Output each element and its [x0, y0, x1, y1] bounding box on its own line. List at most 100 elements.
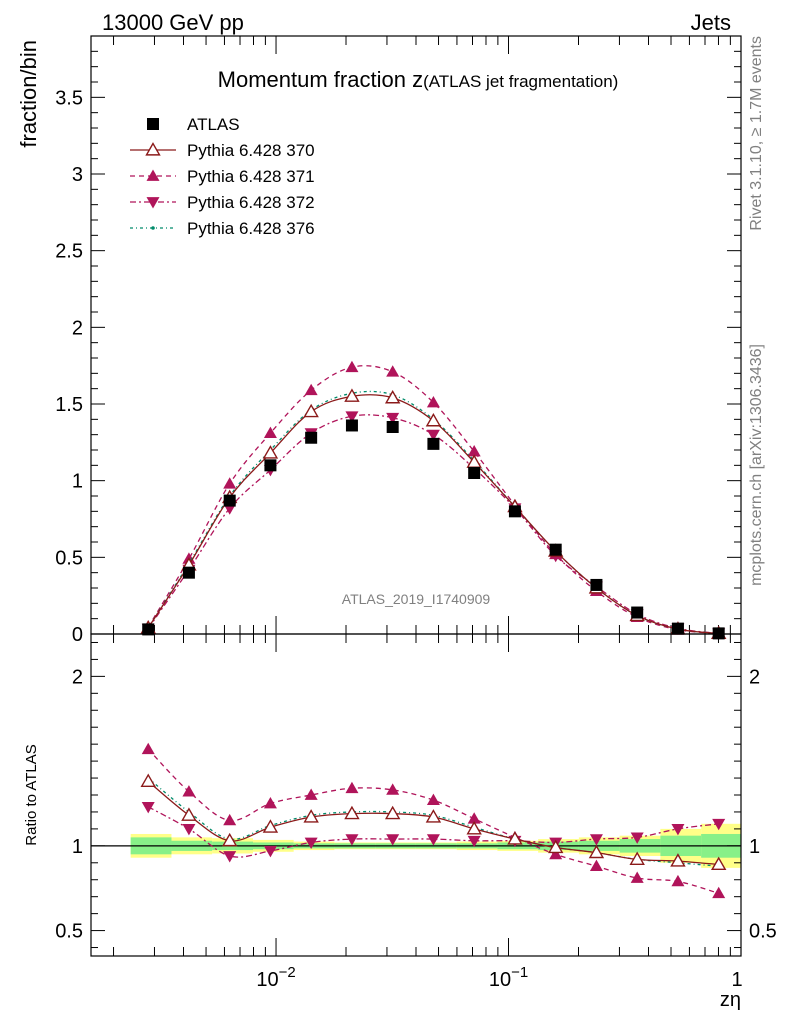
legend-label-p370: Pythia 6.428 370: [187, 141, 315, 160]
series-point-p370: [262, 445, 279, 459]
legend-marker-p376: [151, 226, 155, 230]
ratio-point-p372: [141, 801, 155, 814]
ratio-point-p370: [181, 807, 197, 821]
ratio-point-p370: [384, 805, 401, 820]
series-point-p370: [344, 388, 360, 402]
ratio-point-p372: [386, 834, 400, 846]
atlas-data-point: [671, 622, 684, 635]
legend-marker-p371: [146, 169, 160, 181]
ratio-y-tick-label: 2: [72, 666, 83, 688]
x-tick-label: 10−2: [256, 964, 295, 991]
chart-title-variable: z: [412, 67, 423, 92]
series-point-p371: [386, 365, 400, 377]
ratio-point-p370: [629, 851, 645, 865]
legend-marker-atlas: [147, 118, 159, 130]
main-y-tick-label: 3: [72, 164, 83, 186]
ratio-point-p371: [223, 813, 237, 826]
ratio-uncertainty-bands: [91, 823, 741, 868]
legend-label-atlas: ATLAS: [187, 115, 240, 134]
ratio-point-p370: [303, 809, 319, 823]
ratio-point-p372: [467, 835, 481, 848]
ratio-ylabel: Ratio to ATLAS: [23, 744, 40, 845]
ratio-point-p372: [589, 834, 603, 846]
atlas-data-point: [386, 421, 399, 433]
ratio-x-axis: 10−2 10−1 1: [113, 634, 743, 991]
ratio-y-tick-label-right: 1: [749, 836, 760, 858]
atlas-data-point: [142, 623, 155, 636]
x-axis-label: zη: [720, 989, 741, 1011]
main-ylabel: fraction/bin: [16, 40, 41, 148]
ratio-point-p371: [630, 871, 644, 883]
ratio-line-p372: [147, 806, 719, 858]
series-point-p372: [426, 429, 440, 442]
ratio-point-p370: [670, 853, 686, 867]
atlas-data-point: [508, 505, 521, 518]
ratio-point-p371: [671, 874, 685, 887]
main-y-tick-label: 2: [72, 317, 83, 339]
ratio-point-p371: [589, 859, 603, 872]
ratio-point-p372: [426, 834, 440, 846]
atlas-data-point: [590, 578, 603, 591]
main-y-tick-label: 2.5: [55, 241, 83, 263]
main-y-tick-label: 0.5: [55, 547, 83, 569]
ratio-point-p371: [345, 781, 359, 794]
atlas-data-point: [549, 543, 562, 556]
ratio-y-axis: 0.5 0.5 1 1 2 2: [55, 641, 777, 949]
atlas-data-point: [468, 467, 481, 479]
x-tick-label: 10−1: [489, 964, 528, 991]
series-point-p371: [426, 395, 440, 408]
ratio-point-p372: [630, 832, 644, 844]
main-y-axis: 0 0.5 1 1.5 2 2.5 3 3.5: [55, 50, 741, 646]
atlas-data-point: [182, 566, 195, 579]
legend-marker-p370: [145, 142, 161, 156]
main-x-ticks: [113, 36, 742, 634]
legend-label-p371: Pythia 6.428 371: [187, 167, 315, 186]
rivet-version-label: Rivet 3.1.10, ≥ 1.7M events: [748, 36, 765, 231]
ratio-point-p371: [182, 785, 196, 797]
header-energy-label: 13000 GeV pp: [102, 10, 244, 35]
ratio-point-p372: [671, 824, 685, 836]
atlas-data-point: [264, 459, 277, 472]
mcplots-label: mcplots.cern.ch [arXiv:1306.3436]: [748, 344, 765, 586]
main-series-layer: [140, 360, 727, 640]
main-plot-panel: 0 0.5 1 1.5 2 2.5 3 3.5 fraction/bin Momentum f…: [16, 35, 742, 646]
ratio-y-tick-label: 0.5: [55, 921, 83, 943]
main-y-tick-label: 1: [72, 471, 83, 493]
chart-title-main: Momentum fraction: [218, 67, 412, 92]
ratio-point-p370: [344, 805, 360, 820]
ratio-point-p370: [140, 773, 156, 788]
ratio-point-p372: [345, 834, 359, 846]
ratio-point-p371: [549, 847, 563, 860]
ratio-series-layer: [140, 742, 727, 899]
main-y-tick-label: 0: [72, 624, 83, 646]
ratio-point-p371: [304, 788, 318, 800]
ratio-point-p372: [182, 824, 196, 836]
atlas-data-point: [427, 437, 440, 450]
chart-title-sub: (ATLAS jet fragmentation): [423, 72, 618, 91]
analysis-watermark: ATLAS_2019_I1740909: [342, 591, 491, 607]
series-point-p370: [384, 389, 401, 404]
ratio-point-p371: [712, 886, 726, 899]
ratio-point-p371: [426, 793, 440, 805]
series-point-p371: [467, 445, 481, 457]
chart-title: Momentum fraction z(ATLAS jet fragmentat…: [218, 67, 619, 92]
legend: ATLAS Pythia 6.428 370 Pythia 6.428 371 Pyt…: [130, 115, 315, 238]
atlas-data-point: [223, 494, 236, 507]
ratio-point-p370: [507, 831, 523, 845]
atlas-data-point: [305, 431, 318, 444]
main-y-tick-label: 3.5: [55, 87, 83, 109]
ratio-point-p371: [467, 812, 481, 824]
ratio-y-tick-label: 1: [72, 836, 83, 858]
ratio-point-p370: [547, 839, 564, 854]
legend-label-p372: Pythia 6.428 372: [187, 193, 315, 212]
ratio-point-p371: [263, 796, 277, 809]
ratio-y-tick-label-right: 2: [749, 666, 760, 688]
series-point-p370: [425, 412, 442, 427]
series-point-p371: [223, 477, 237, 489]
main-y-tick-label: 1.5: [55, 394, 83, 416]
ratio-point-p370: [262, 819, 279, 833]
series-point-p370: [303, 403, 319, 418]
series-point-p371: [304, 383, 318, 396]
series-point-p371: [263, 426, 277, 439]
